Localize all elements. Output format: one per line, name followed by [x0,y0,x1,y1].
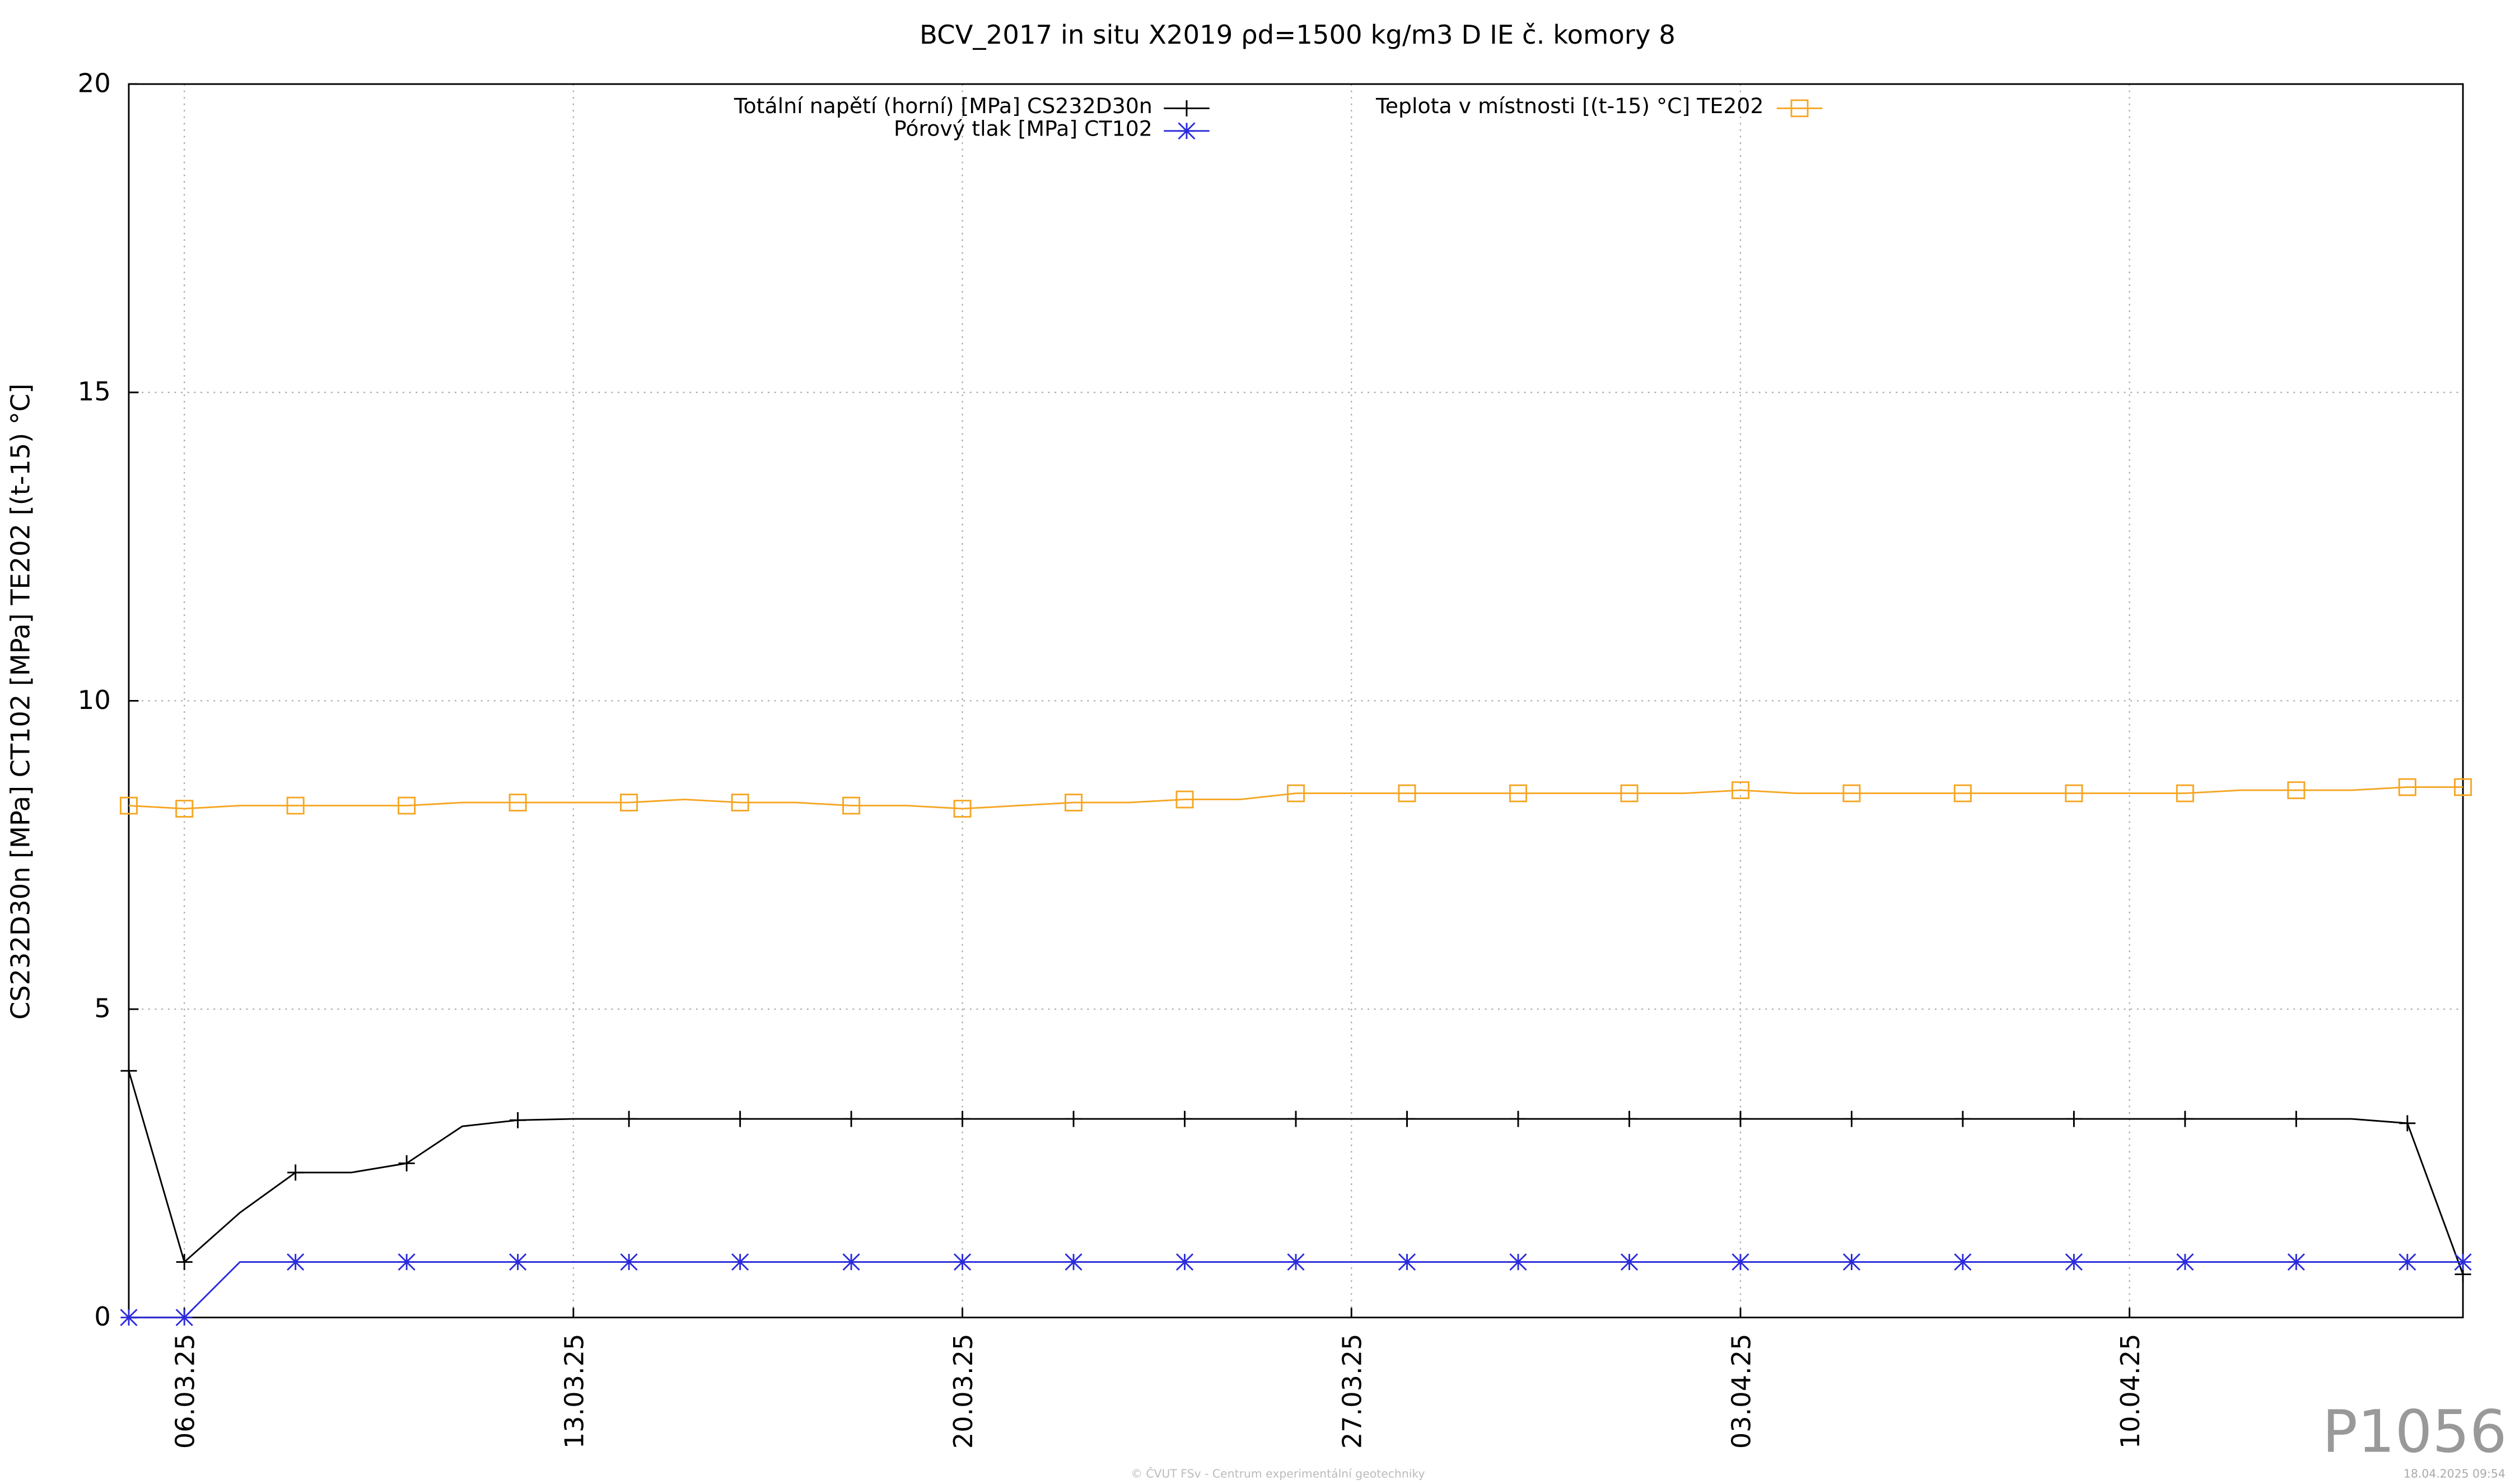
legend-item: Pórový tlak [MPa] CT102 [894,116,1210,141]
marker [2287,1253,2305,1271]
marker [1509,1253,1527,1271]
marker [1621,1110,1638,1127]
marker [2398,1253,2416,1271]
marker [176,1254,193,1270]
legend-label: Teplota v místnosti [(t-15) °C] TE202 [1375,94,1763,118]
marker [1398,1110,1416,1127]
marker [2454,1253,2472,1271]
marker [2288,1110,2304,1127]
marker [1065,794,1083,811]
watermark: P1056 [2322,1398,2507,1466]
marker [1731,781,1749,799]
marker [1620,1253,1639,1271]
marker [2176,784,2194,802]
marker [1842,1253,1861,1271]
marker [120,1062,137,1079]
marker [954,1253,972,1271]
x-tick-label: 06.03.25 [170,1334,200,1449]
marker [731,794,749,811]
marker [1842,784,1861,802]
marker [732,1110,749,1127]
marker [620,794,638,811]
legend-marker [1178,100,1195,116]
x-tick-label: 10.04.25 [2115,1334,2145,1449]
legend-item: Totální napětí (horní) [MPa] CS232D30n [734,94,1210,118]
marker [1732,1253,1749,1271]
marker [1509,784,1528,802]
legend-label: Totální napětí (horní) [MPa] CS232D30n [734,94,1152,118]
legend-item: Teplota v místnosti [(t-15) °C] TE202 [1375,94,1823,118]
marker [2399,1115,2416,1132]
marker [1732,1110,1749,1127]
x-tick-label: 20.03.25 [948,1334,978,1449]
marker [2454,778,2472,796]
marker [2177,1110,2194,1127]
marker [1398,1253,1416,1271]
marker [1175,1253,1194,1271]
marker [620,1253,638,1271]
marker [508,794,527,811]
x-tick-label: 27.03.25 [1337,1334,1368,1449]
marker [1620,784,1639,802]
marker [119,796,138,815]
series-line [128,786,2463,810]
marker [1398,784,1416,802]
y-tick-label: 10 [78,685,111,715]
marker [175,1309,193,1327]
y-tick-label: 20 [78,68,111,99]
marker [1954,1253,1972,1271]
marker [1843,1110,1860,1127]
marker [398,796,416,815]
marker [2065,784,2083,802]
marker [2398,778,2416,796]
marker [731,1253,749,1271]
legend-marker [1178,122,1196,140]
x-tick-label: 13.03.25 [559,1334,589,1449]
marker [120,1309,138,1327]
marker [1175,790,1194,809]
marker [842,796,861,815]
legend-label: Pórový tlak [MPa] CT102 [894,116,1152,141]
marker [843,1110,860,1127]
marker [1287,1110,1304,1127]
marker [510,1112,526,1128]
y-axis-label: CS232D30n [MPa] CT102 [MPa] TE202 [(t-15… [5,384,35,1020]
marker [1953,784,1972,802]
marker [2287,781,2306,799]
credit: © ČVUT FSv - Centrum experimentální geot… [1131,1467,1425,1481]
marker [953,800,972,818]
marker [954,1110,971,1127]
marker [1065,1253,1082,1271]
marker [398,1253,416,1271]
marker [842,1253,860,1271]
y-tick-label: 5 [94,993,111,1024]
y-tick-label: 0 [94,1301,111,1332]
marker [2065,1253,2083,1271]
marker [620,1110,637,1127]
chart-title: BCV_2017 in situ X2019 ρd=1500 kg/m3 D I… [920,20,1676,50]
marker [287,1164,304,1181]
legend-marker [1790,99,1809,118]
marker [2065,1110,2082,1127]
y-tick-label: 15 [78,376,111,407]
marker [1510,1110,1527,1127]
plot-frame [128,83,2464,1319]
marker [1176,1110,1193,1127]
x-tick-label: 03.04.25 [1726,1334,1756,1449]
marker [286,796,305,815]
marker [1287,1253,1305,1271]
marker [175,800,194,818]
marker [2176,1253,2194,1271]
marker [509,1253,527,1271]
timestamp: 18.04.2025 09:54 [2404,1467,2505,1481]
marker [398,1155,415,1172]
marker [1954,1110,1971,1127]
marker [287,1253,305,1271]
marker [1287,784,1305,802]
marker [1065,1110,1082,1127]
